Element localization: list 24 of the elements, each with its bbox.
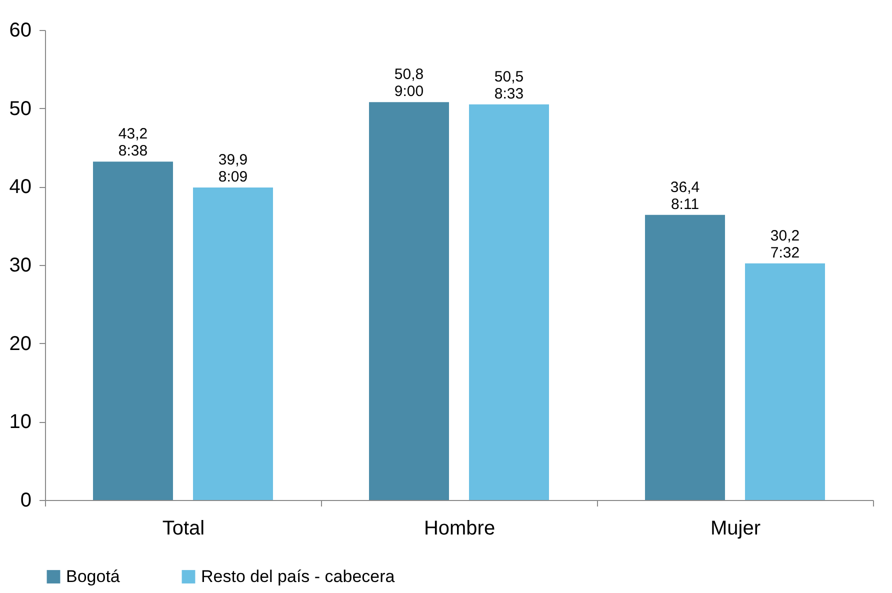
bar <box>745 263 825 500</box>
bar <box>193 187 273 500</box>
y-tick-label: 30 <box>9 254 32 276</box>
bar <box>469 104 549 500</box>
y-tick-label: 0 <box>20 490 32 512</box>
y-tick-label: 40 <box>9 176 32 198</box>
data-label: 43,2 8:38 <box>118 126 148 160</box>
data-label: 30,2 7:32 <box>770 227 800 262</box>
data-label: 36,4 8:11 <box>670 178 700 213</box>
legend-label: Bogotá <box>66 566 120 586</box>
x-tick-label: Mujer <box>710 518 761 540</box>
y-tick-label: 10 <box>9 411 32 434</box>
bar <box>645 214 725 500</box>
data-label: 50,5 8:33 <box>494 68 524 102</box>
y-tick-label: 60 <box>9 20 32 42</box>
legend-label: Resto del país - cabecera <box>201 566 396 586</box>
bar <box>369 102 449 500</box>
y-tick-label: 20 <box>9 332 32 355</box>
x-tick-label: Total <box>162 518 205 540</box>
x-tick-label: Hombre <box>424 518 496 540</box>
bar <box>93 162 173 500</box>
data-label: 50,8 9:00 <box>394 66 424 100</box>
y-tick-label: 50 <box>9 98 32 120</box>
data-label: 39,9 8:09 <box>218 151 248 186</box>
